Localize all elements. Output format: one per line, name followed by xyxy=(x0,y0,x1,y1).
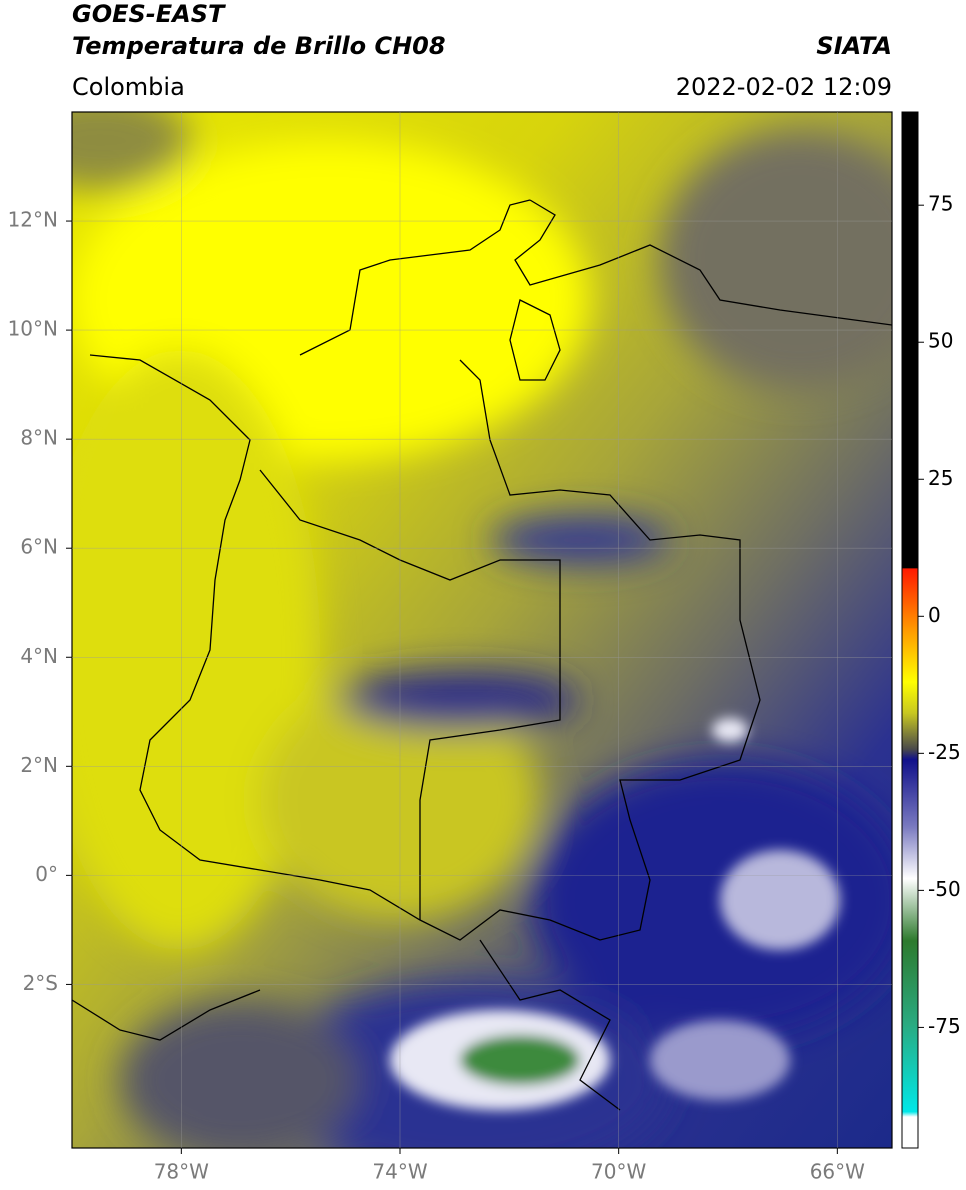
x-tick-label: 74°W xyxy=(372,1160,427,1184)
x-tick-label: 78°W xyxy=(154,1160,209,1184)
y-tick-label: 8°N xyxy=(20,426,58,450)
region: Colombia xyxy=(72,73,185,101)
x-tick-label: 70°W xyxy=(591,1160,646,1184)
colorbar-tick-label: -25 xyxy=(928,740,961,764)
satellite-image xyxy=(72,112,892,1148)
colorbar-tick-label: 50 xyxy=(928,329,953,353)
colorbar-tick-label: 75 xyxy=(928,192,953,216)
satellite: GOES-EAST xyxy=(72,0,226,28)
source: SIATA xyxy=(816,32,892,60)
y-tick-label: 6°N xyxy=(20,535,58,559)
colorbar-tick-label: 0 xyxy=(928,603,941,627)
colorbar-tick-label: 25 xyxy=(928,466,953,490)
y-tick-label: 4°N xyxy=(20,644,58,668)
y-tick-label: 10°N xyxy=(8,317,58,341)
map-frame xyxy=(71,111,893,1149)
y-tick-label: 0° xyxy=(35,862,58,886)
y-tick-label: 12°N xyxy=(8,208,58,232)
colorbar-tick-label: -75 xyxy=(928,1014,961,1038)
product: Temperatura de Brillo CH08 xyxy=(72,32,446,60)
y-tick-label: 2°S xyxy=(23,971,58,995)
colorbar-tick-label: -50 xyxy=(928,877,961,901)
y-tick-label: 2°N xyxy=(20,753,58,777)
x-tick-label: 66°W xyxy=(810,1160,865,1184)
datetime: 2022-02-02 12:09 xyxy=(676,73,892,101)
colorbar xyxy=(901,111,919,1149)
